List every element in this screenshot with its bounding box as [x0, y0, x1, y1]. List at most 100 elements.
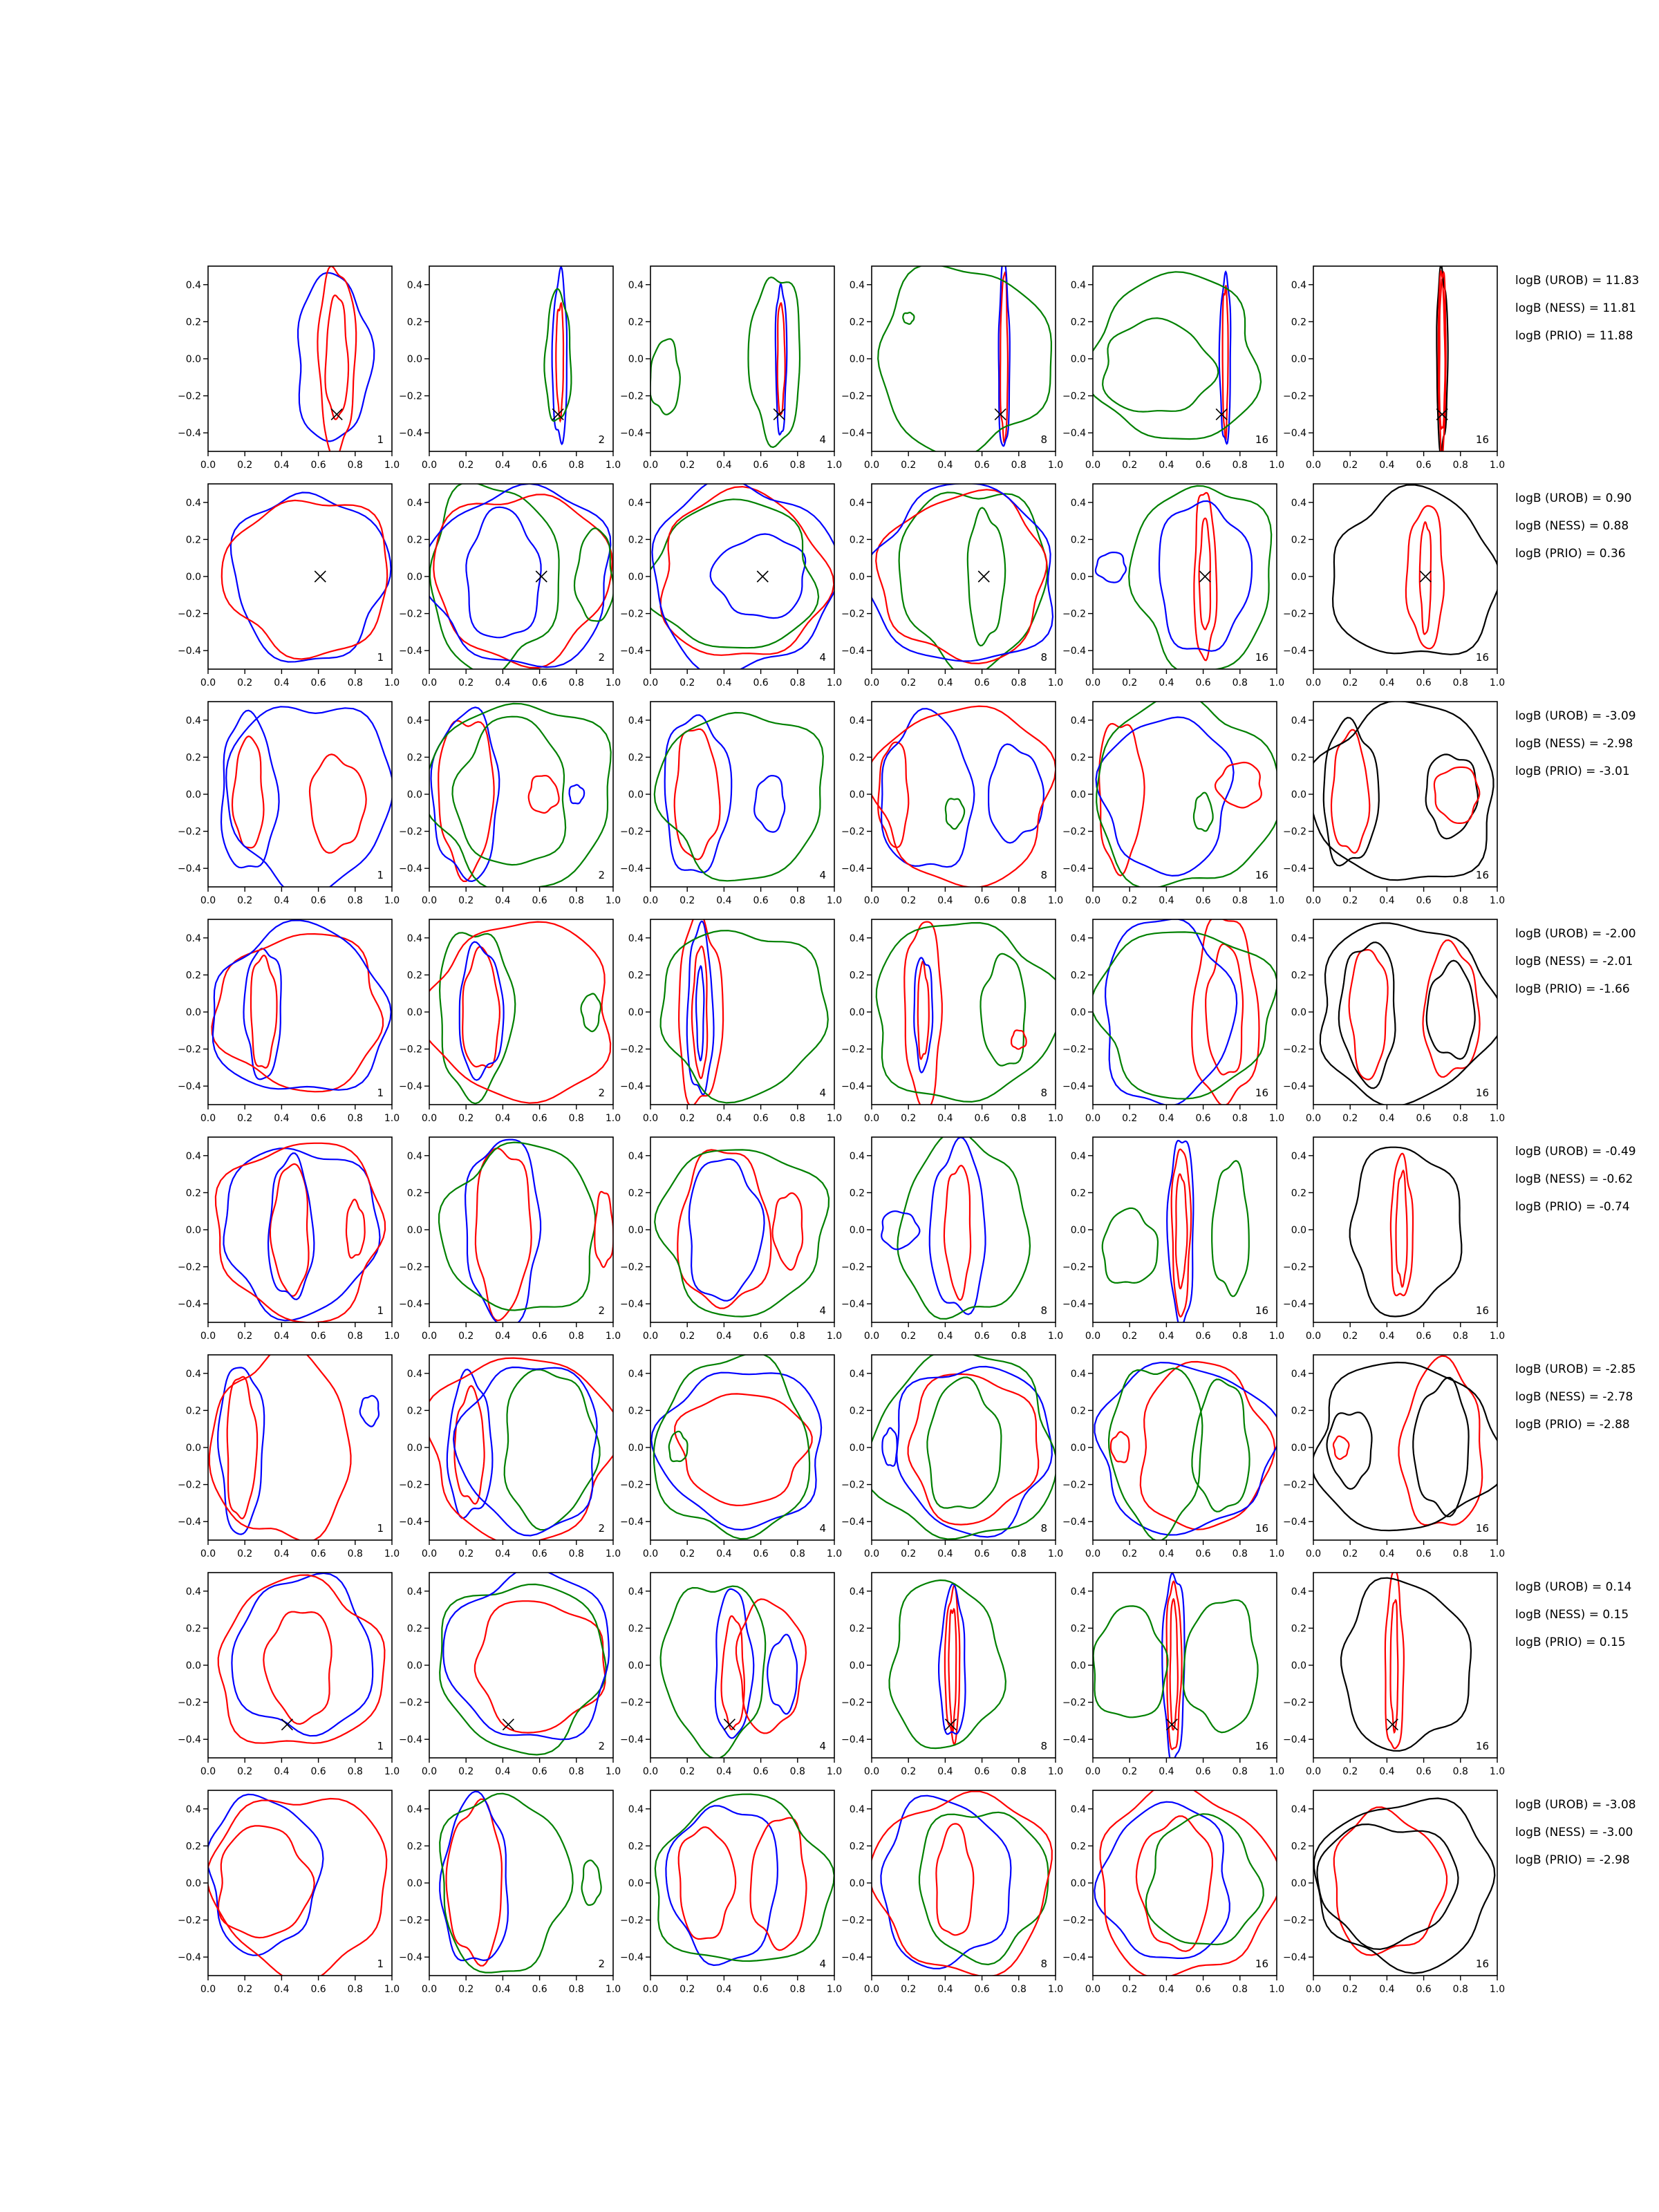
panel-r4-c2: 0.0 0.2 0.4 0.6 0.8 1.0 0.4 0.2 0.0 −0.2 −0.4 2: [399, 919, 621, 1124]
panel-r2-c5: 0.0 0.2 0.4 0.6 0.8 1.0 0.4 0.2 0.0 −0.2 −0.4 16: [1062, 483, 1284, 688]
panel-r3-c3: 0.0 0.2 0.4 0.6 0.8 1.0 0.4 0.2 0.0 −0.2 −0.4 4: [620, 701, 842, 906]
x-tick-label: 0.6: [532, 1113, 547, 1124]
contour-red: [1170, 1148, 1192, 1318]
x-tick-label: 1.0: [827, 460, 842, 471]
contour-group: [659, 919, 829, 1105]
contour-red: [1330, 729, 1371, 854]
y-tick-label: 0.4: [1291, 933, 1306, 944]
panel-count-label: 2: [598, 1958, 605, 1970]
logb-value-1: logB (UROB) = -2.00: [1515, 927, 1636, 941]
contour-red: [429, 921, 612, 1104]
contour-red: [943, 1165, 972, 1301]
contour-green: [503, 1369, 601, 1531]
contour-red: [263, 1611, 332, 1725]
y-tick-label: 0.0: [186, 1660, 201, 1671]
contour-green: [888, 1579, 1007, 1750]
marker-x: [994, 408, 1006, 420]
contour-black: [1322, 717, 1380, 867]
y-tick-label: −0.2: [178, 1480, 201, 1491]
contour-red: [1384, 1573, 1405, 1750]
x-tick-label: 0.0: [643, 895, 658, 906]
panel-count-label: 16: [1476, 1958, 1489, 1970]
contour-blue: [872, 484, 1054, 662]
y-tick-label: 0.2: [850, 1841, 865, 1852]
y-tick-label: −0.2: [399, 1044, 422, 1056]
contour-green: [573, 527, 613, 622]
axes-frame: [1313, 919, 1498, 1105]
y-tick-label: 0.0: [1071, 1007, 1086, 1018]
contour-blue: [1218, 270, 1232, 445]
y-tick-label: 0.2: [1071, 970, 1086, 981]
y-tick-label: 0.4: [407, 280, 422, 291]
x-tick-label: 0.4: [495, 1766, 510, 1777]
x-tick-label: 0.2: [1122, 1984, 1137, 1995]
contour-group: [297, 266, 375, 451]
axes-frame: [1313, 1354, 1498, 1541]
x-tick-label: 0.2: [237, 1766, 252, 1777]
y-tick-label: 0.0: [1291, 1660, 1306, 1671]
panel-r8-c5: 0.0 0.2 0.4 0.6 0.8 1.0 0.4 0.2 0.0 −0.2 −0.4 16: [1062, 1790, 1284, 1995]
logb-value-1: logB (UROB) = -3.09: [1515, 709, 1636, 723]
y-tick-label: −0.2: [841, 391, 865, 402]
panel-r7-c3: 0.0 0.2 0.4 0.6 0.8 1.0 0.4 0.2 0.0 −0.2 −0.4 4: [620, 1572, 842, 1777]
y-tick-label: 0.0: [186, 1443, 201, 1454]
x-tick-label: 0.8: [348, 677, 363, 688]
y-tick-label: 0.4: [186, 715, 201, 727]
x-tick-label: 0.2: [237, 1548, 252, 1559]
x-tick-label: 0.2: [679, 1984, 695, 1995]
x-tick-label: 0.0: [1306, 1548, 1321, 1559]
y-tick-label: −0.2: [178, 827, 201, 838]
x-tick-label: 0.0: [200, 1984, 216, 1995]
x-tick-label: 1.0: [1490, 677, 1505, 688]
x-tick-label: 1.0: [1269, 1766, 1284, 1777]
x-tick-label: 0.8: [790, 677, 805, 688]
contour-black: [1313, 702, 1494, 881]
y-tick-label: 0.4: [850, 1151, 865, 1162]
y-tick-label: −0.4: [1062, 646, 1086, 657]
x-tick-label: 0.6: [753, 1984, 768, 1995]
contour-red: [221, 499, 388, 660]
panel-r4-c6: 0.0 0.2 0.4 0.6 0.8 1.0 0.4 0.2 0.0 −0.2 −0.4 16: [1283, 919, 1505, 1124]
y-tick-label: 0.4: [186, 280, 201, 291]
y-tick-label: −0.2: [178, 609, 201, 620]
x-tick-label: 0.2: [237, 895, 252, 906]
contour-blue: [880, 708, 975, 868]
x-tick-label: 0.0: [643, 1548, 658, 1559]
logb-value-2: logB (NESS) = -2.01: [1515, 955, 1633, 968]
y-tick-label: 0.2: [407, 1623, 422, 1634]
contour-blue: [651, 484, 834, 669]
x-tick-label: 0.0: [422, 1113, 437, 1124]
y-tick-label: −0.2: [841, 827, 865, 838]
x-tick-label: 0.6: [1416, 677, 1431, 688]
contour-red: [903, 921, 943, 1105]
y-tick-label: −0.4: [620, 1952, 644, 1963]
x-tick-label: 0.4: [716, 1113, 731, 1124]
contour-group: [1093, 1573, 1259, 1758]
x-tick-label: 0.0: [643, 1331, 658, 1342]
y-tick-label: −0.4: [1283, 1734, 1306, 1745]
contour-blue: [297, 272, 375, 442]
y-tick-label: 0.2: [407, 970, 422, 981]
x-tick-label: 0.0: [422, 1766, 437, 1777]
y-tick-label: −0.2: [178, 391, 201, 402]
y-tick-label: 0.0: [1071, 1878, 1086, 1889]
contour-red: [1389, 1598, 1399, 1734]
contour-red: [677, 919, 724, 1105]
x-tick-label: 1.0: [384, 460, 400, 471]
contour-group: [1436, 266, 1449, 451]
contour-red: [1333, 1806, 1448, 1956]
y-tick-label: 0.4: [1291, 280, 1306, 291]
axes-frame: [1092, 919, 1277, 1105]
panel-r8-c6: 0.0 0.2 0.4 0.6 0.8 1.0 0.4 0.2 0.0 −0.2 −0.4 16: [1283, 1790, 1505, 1995]
contour-group: [881, 1137, 1031, 1320]
contour-green: [877, 266, 1053, 451]
x-tick-label: 1.0: [606, 1548, 621, 1559]
y-tick-label: −0.4: [178, 1952, 201, 1963]
contour-red: [1000, 271, 1009, 444]
panel-r4-c3: 0.0 0.2 0.4 0.6 0.8 1.0 0.4 0.2 0.0 −0.2 −0.4 4: [620, 919, 842, 1124]
contour-red: [1139, 1360, 1276, 1530]
x-tick-label: 1.0: [1490, 460, 1505, 471]
marker-x: [944, 1718, 957, 1731]
x-tick-label: 1.0: [1490, 1548, 1505, 1559]
contour-red: [1011, 1029, 1027, 1050]
